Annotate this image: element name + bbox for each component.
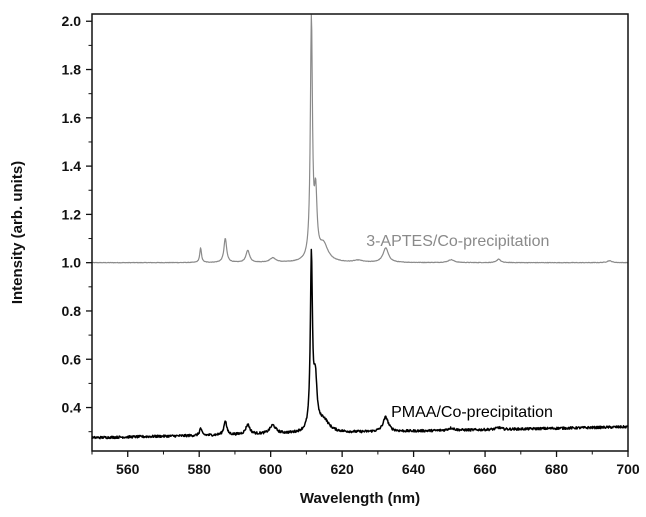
series-line-aptes	[91, 14, 629, 264]
y-tick-label: 0.6	[62, 351, 82, 367]
labels-layer: 560 580 600 620 640 660 680 700 0.4 0.6 0.8 1.0 1.2 1…	[62, 13, 640, 477]
x-tick-label: 680	[545, 461, 569, 477]
y-tick-label: 1.4	[62, 158, 82, 174]
ticks-layer	[86, 20, 629, 457]
x-tick-label: 600	[259, 461, 283, 477]
aptes-series-label: 3-APTES/Co-precipitation	[366, 233, 549, 250]
series-layer	[91, 14, 629, 440]
x-tick-label: 580	[188, 461, 212, 477]
series-line-pmaa	[91, 248, 629, 440]
x-tick-label: 660	[473, 461, 497, 477]
y-tick-label: 1.0	[62, 255, 82, 271]
y-tick-label: 1.2	[62, 206, 82, 222]
x-tick-label: 620	[330, 461, 354, 477]
y-tick-label: 1.8	[62, 62, 82, 78]
x-tick-label: 700	[616, 461, 640, 477]
y-tick-label: 0.4	[62, 400, 82, 416]
x-tick-label: 640	[402, 461, 426, 477]
y-tick-label: 1.6	[62, 110, 82, 126]
plot-frame	[91, 13, 629, 452]
y-axis-title: Intensity (arb. units)	[9, 161, 26, 304]
pmaa-series-label: PMAA/Co-precipitation	[391, 404, 553, 421]
x-tick-label: 560	[116, 461, 140, 477]
y-tick-label: 2.0	[62, 13, 82, 29]
y-tick-label: 0.8	[62, 303, 82, 319]
x-axis-title: Wavelength (nm)	[300, 490, 420, 507]
